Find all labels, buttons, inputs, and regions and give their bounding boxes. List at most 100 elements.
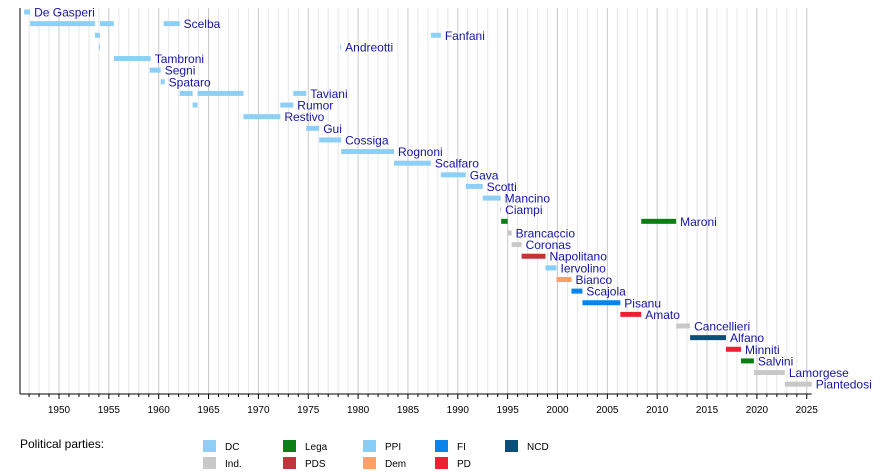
minister-label: Taviani	[310, 87, 347, 101]
term-bar	[113, 56, 151, 62]
legend-swatch	[363, 457, 376, 469]
legend-swatch	[363, 440, 376, 452]
term-bar	[243, 114, 281, 120]
x-tick-label: 1980	[347, 405, 370, 416]
minister-label: Gui	[323, 122, 342, 136]
x-tick-label: 1990	[447, 405, 470, 416]
minister-label: Iervolino	[561, 261, 607, 275]
minister-label: Scotti	[487, 180, 517, 194]
minister-label: Maroni	[680, 215, 717, 229]
term-bar	[740, 358, 754, 364]
term-bar	[440, 172, 466, 178]
term-bar	[500, 207, 502, 213]
x-tick-label: 1950	[48, 405, 71, 416]
x-tick-label: 1995	[497, 405, 520, 416]
legend-swatch	[435, 440, 448, 452]
term-bar	[319, 137, 342, 143]
legend-swatch	[283, 440, 296, 452]
x-tick-label: 2015	[696, 405, 719, 416]
x-tick-label: 2010	[646, 405, 669, 416]
x-tick-label: 2025	[796, 405, 819, 416]
term-bar	[197, 90, 244, 96]
term-bar	[676, 323, 691, 329]
x-tick-label: 1975	[297, 405, 320, 416]
term-bar	[393, 160, 431, 166]
term-bar	[163, 21, 180, 27]
term-bar	[99, 21, 114, 27]
minister-label: Tambroni	[155, 52, 204, 66]
x-tick-label: 1985	[397, 405, 420, 416]
legend-label: FI	[457, 442, 466, 453]
term-bar	[620, 311, 642, 317]
term-bar	[753, 370, 785, 376]
legend-label: PD	[457, 459, 471, 470]
legend-swatch	[435, 457, 448, 469]
minister-label: Coronas	[526, 238, 571, 252]
term-bar	[149, 67, 161, 73]
term-bar	[545, 265, 557, 271]
legend-swatch	[203, 440, 216, 452]
minister-label: Brancaccio	[516, 226, 576, 240]
minister-label: Salvini	[758, 354, 793, 368]
legend-label: NCD	[527, 442, 549, 453]
x-tick-label: 1960	[148, 405, 171, 416]
minister-label: De Gasperi	[34, 6, 95, 20]
legend-label: PDS	[305, 459, 326, 470]
x-tick-label: 2000	[546, 405, 569, 416]
term-bar	[511, 242, 522, 248]
minister-label: Lamorgese	[789, 366, 849, 380]
term-bar	[641, 218, 677, 224]
minister-label: Scelba	[184, 17, 221, 31]
term-bar	[507, 230, 512, 236]
term-bar	[30, 21, 95, 27]
minister-label: Amato	[645, 308, 680, 322]
term-bar	[341, 149, 394, 155]
legend-label: Dem	[385, 459, 406, 470]
legend-swatch	[283, 457, 296, 469]
term-bar	[192, 102, 198, 108]
legend-swatch	[505, 440, 518, 452]
legend-swatch	[203, 457, 216, 469]
minister-label: Pisanu	[624, 296, 661, 310]
term-bar	[521, 253, 546, 259]
term-bar	[160, 79, 165, 85]
x-tick-label: 1965	[197, 405, 220, 416]
x-tick-label: 1970	[247, 405, 270, 416]
legend-label: Ind.	[225, 459, 242, 470]
minister-label: Piantedosi	[816, 378, 872, 392]
minister-label: Fanfani	[445, 29, 485, 43]
term-bar	[482, 195, 501, 201]
term-bar	[430, 32, 441, 38]
minister-label: Cancellieri	[694, 320, 750, 334]
minister-label: Scajola	[586, 285, 626, 299]
minister-label: Bianco	[575, 273, 612, 287]
term-bar	[556, 276, 572, 282]
term-bar	[94, 32, 100, 38]
x-tick-label: 2005	[596, 405, 619, 416]
term-bar	[690, 335, 726, 341]
legend-label: DC	[225, 442, 239, 453]
x-tick-label: 2020	[746, 405, 769, 416]
minister-label: Restivo	[284, 110, 324, 124]
term-bar	[340, 44, 342, 50]
term-bar	[179, 90, 193, 96]
x-tick-label: 1955	[98, 405, 121, 416]
term-bar	[501, 218, 508, 224]
minister-label: Alfano	[730, 331, 764, 345]
legend-label: PPI	[385, 442, 401, 453]
minister-label: Napolitano	[550, 250, 608, 264]
minister-label: Spataro	[169, 75, 211, 89]
term-bar	[571, 288, 583, 294]
legend-title: Political parties:	[20, 437, 104, 451]
term-bar	[725, 346, 741, 352]
term-bar	[582, 300, 621, 306]
term-bar	[24, 9, 31, 15]
minister-label: Gava	[470, 168, 499, 182]
term-bar	[280, 102, 294, 108]
minister-label: Cossiga	[345, 133, 389, 147]
minister-label: Rognoni	[398, 145, 443, 159]
minister-label: Minniti	[745, 343, 780, 357]
minister-label: Rumor	[297, 99, 333, 113]
